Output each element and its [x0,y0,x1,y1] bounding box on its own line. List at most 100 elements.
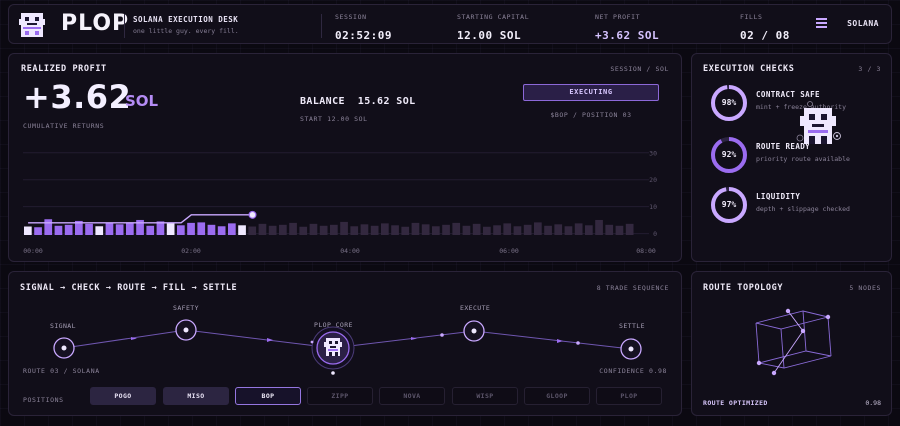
position-button-nova[interactable]: NOVA [379,387,445,405]
profit-unit: SOL [125,92,159,110]
confidence-value: CONFIDENCE 0.98 [599,367,667,375]
panel-tag: SESSION / SOL [610,65,669,73]
node-execute[interactable] [463,320,485,342]
position-button-bop[interactable]: BOP [235,387,301,405]
chart-bar [544,225,552,235]
y-tick-label: 20 [649,176,657,184]
pipeline-graph [53,319,642,375]
chart-bar [279,224,287,235]
ring-fill [711,85,747,121]
node-signal[interactable] [53,337,75,359]
execution-checks-panel: EXECUTION CHECKS 3 / 3 98% CONTRACT SAFE… [691,53,892,262]
network-selector[interactable]: SOLANA [847,19,879,28]
chart-bar [238,225,246,235]
chart-bar [330,224,338,235]
node-label-plop-core: PLOP CORE [314,321,353,329]
start-capital: START 12.00 SOL [300,115,368,123]
chart-bar [75,220,83,235]
route-topology-panel: ROUTE TOPOLOGY 5 NODES ROUTE OPTIMIZED 0… [691,271,892,416]
x-tick-label: 08:00 [636,247,656,255]
node-settle[interactable] [620,338,642,360]
chart-bar [85,223,93,235]
node-plop-core[interactable] [310,326,355,375]
chart-bar [442,224,450,235]
stat-label: STARTING CAPITAL [457,13,530,21]
chart-bar [187,222,195,235]
trade-pipeline-panel: SIGNAL → CHECK → ROUTE → FILL → SETTLE 8… [8,271,682,416]
chart-bar [207,224,216,235]
stat-value: 12.00 SOL [457,29,522,42]
header-divider [124,14,125,38]
chart-bar [503,223,512,235]
chart-bar [197,222,206,235]
desk-subtitle: one little guy. every fill. [133,27,239,35]
header-bar: PLOP SOLANA EXECUTION DESK one little gu… [8,4,892,44]
position-button-pogo[interactable]: POGO [90,387,156,405]
x-tick-label: 04:00 [340,247,360,255]
chart-bar [513,226,522,235]
profit-value: +3.62 [23,78,132,116]
chart-bar [615,225,624,235]
stat-value: 02:52:09 [335,29,392,42]
chart-bar [44,219,53,235]
position-button-wisp[interactable]: WISP [452,387,518,405]
stat-fills: FILLS 02 / 08 [740,13,790,43]
chart-bar [370,225,379,235]
line-endpoint [248,210,257,219]
stat-label: NET PROFIT [595,13,641,21]
topology-cube [755,308,832,376]
stat-starting-capital: STARTING CAPITAL 12.00 SOL [457,13,529,43]
chart-bar [493,225,501,235]
chart-bar [146,225,155,235]
chart-bar [217,226,226,235]
position-button-gloop[interactable]: GLOOP [524,387,590,405]
node-safety[interactable] [175,319,197,341]
ring-percent: 92% [721,150,737,159]
y-tick-label: 10 [649,203,657,211]
progress-ring [711,187,747,223]
ring-percent: 97% [721,200,737,209]
menu-icon[interactable] [816,18,827,28]
position-button-miso[interactable]: MISO [163,387,229,405]
panel-title: SIGNAL → CHECK → ROUTE → FILL → SETTLE [20,283,238,293]
chart-bar [462,225,471,235]
chart-bar [166,223,175,235]
node-label-execute: EXECUTE [460,304,491,312]
panel-title: REALIZED PROFIT [21,64,107,74]
chart-bar [452,222,461,235]
progress-ring [711,85,747,121]
node-label-safety: SAFETY [173,304,199,312]
x-tick-label: 06:00 [499,247,519,255]
chart-bar [95,226,104,235]
panel-title: EXECUTION CHECKS [703,64,795,74]
ring-percent: 98% [721,98,737,107]
chart-bar [268,225,277,235]
position-button-plop[interactable]: PLOP [596,387,662,405]
stat-value: +3.62 SOL [595,29,660,42]
stat-value: 02 / 08 [740,29,790,42]
check-name: LIQUIDITY [756,192,801,201]
chart-bar [177,225,185,235]
chart-bar [258,223,267,235]
executing-status-button[interactable]: EXECUTING [523,84,659,101]
chart-bar [595,219,603,235]
check-description: depth + slippage checked [756,205,850,213]
check-name: CONTRACT SAFE [756,90,820,99]
chart-bar [350,226,359,235]
position-button-zipp[interactable]: ZIPP [307,387,373,405]
check-description: mint + freeze authority [756,103,847,111]
chart-bar [105,222,114,235]
chart-bar [564,226,573,235]
check-name: ROUTE READY [756,142,811,151]
chart-bar [411,222,420,235]
stat-label: SESSION [335,13,367,21]
panel-title: ROUTE TOPOLOGY [703,283,784,293]
ring-fill [711,187,747,223]
node-label-settle: SETTLE [619,322,645,330]
chart-bar [64,224,73,235]
chart-bar [523,224,532,235]
balance-value: BALANCE 15.62 SOL [300,96,416,107]
sequence-count: 8 TRADE SEQUENCE [596,284,669,292]
chart-bar [483,226,491,235]
chart-bar [228,223,236,235]
